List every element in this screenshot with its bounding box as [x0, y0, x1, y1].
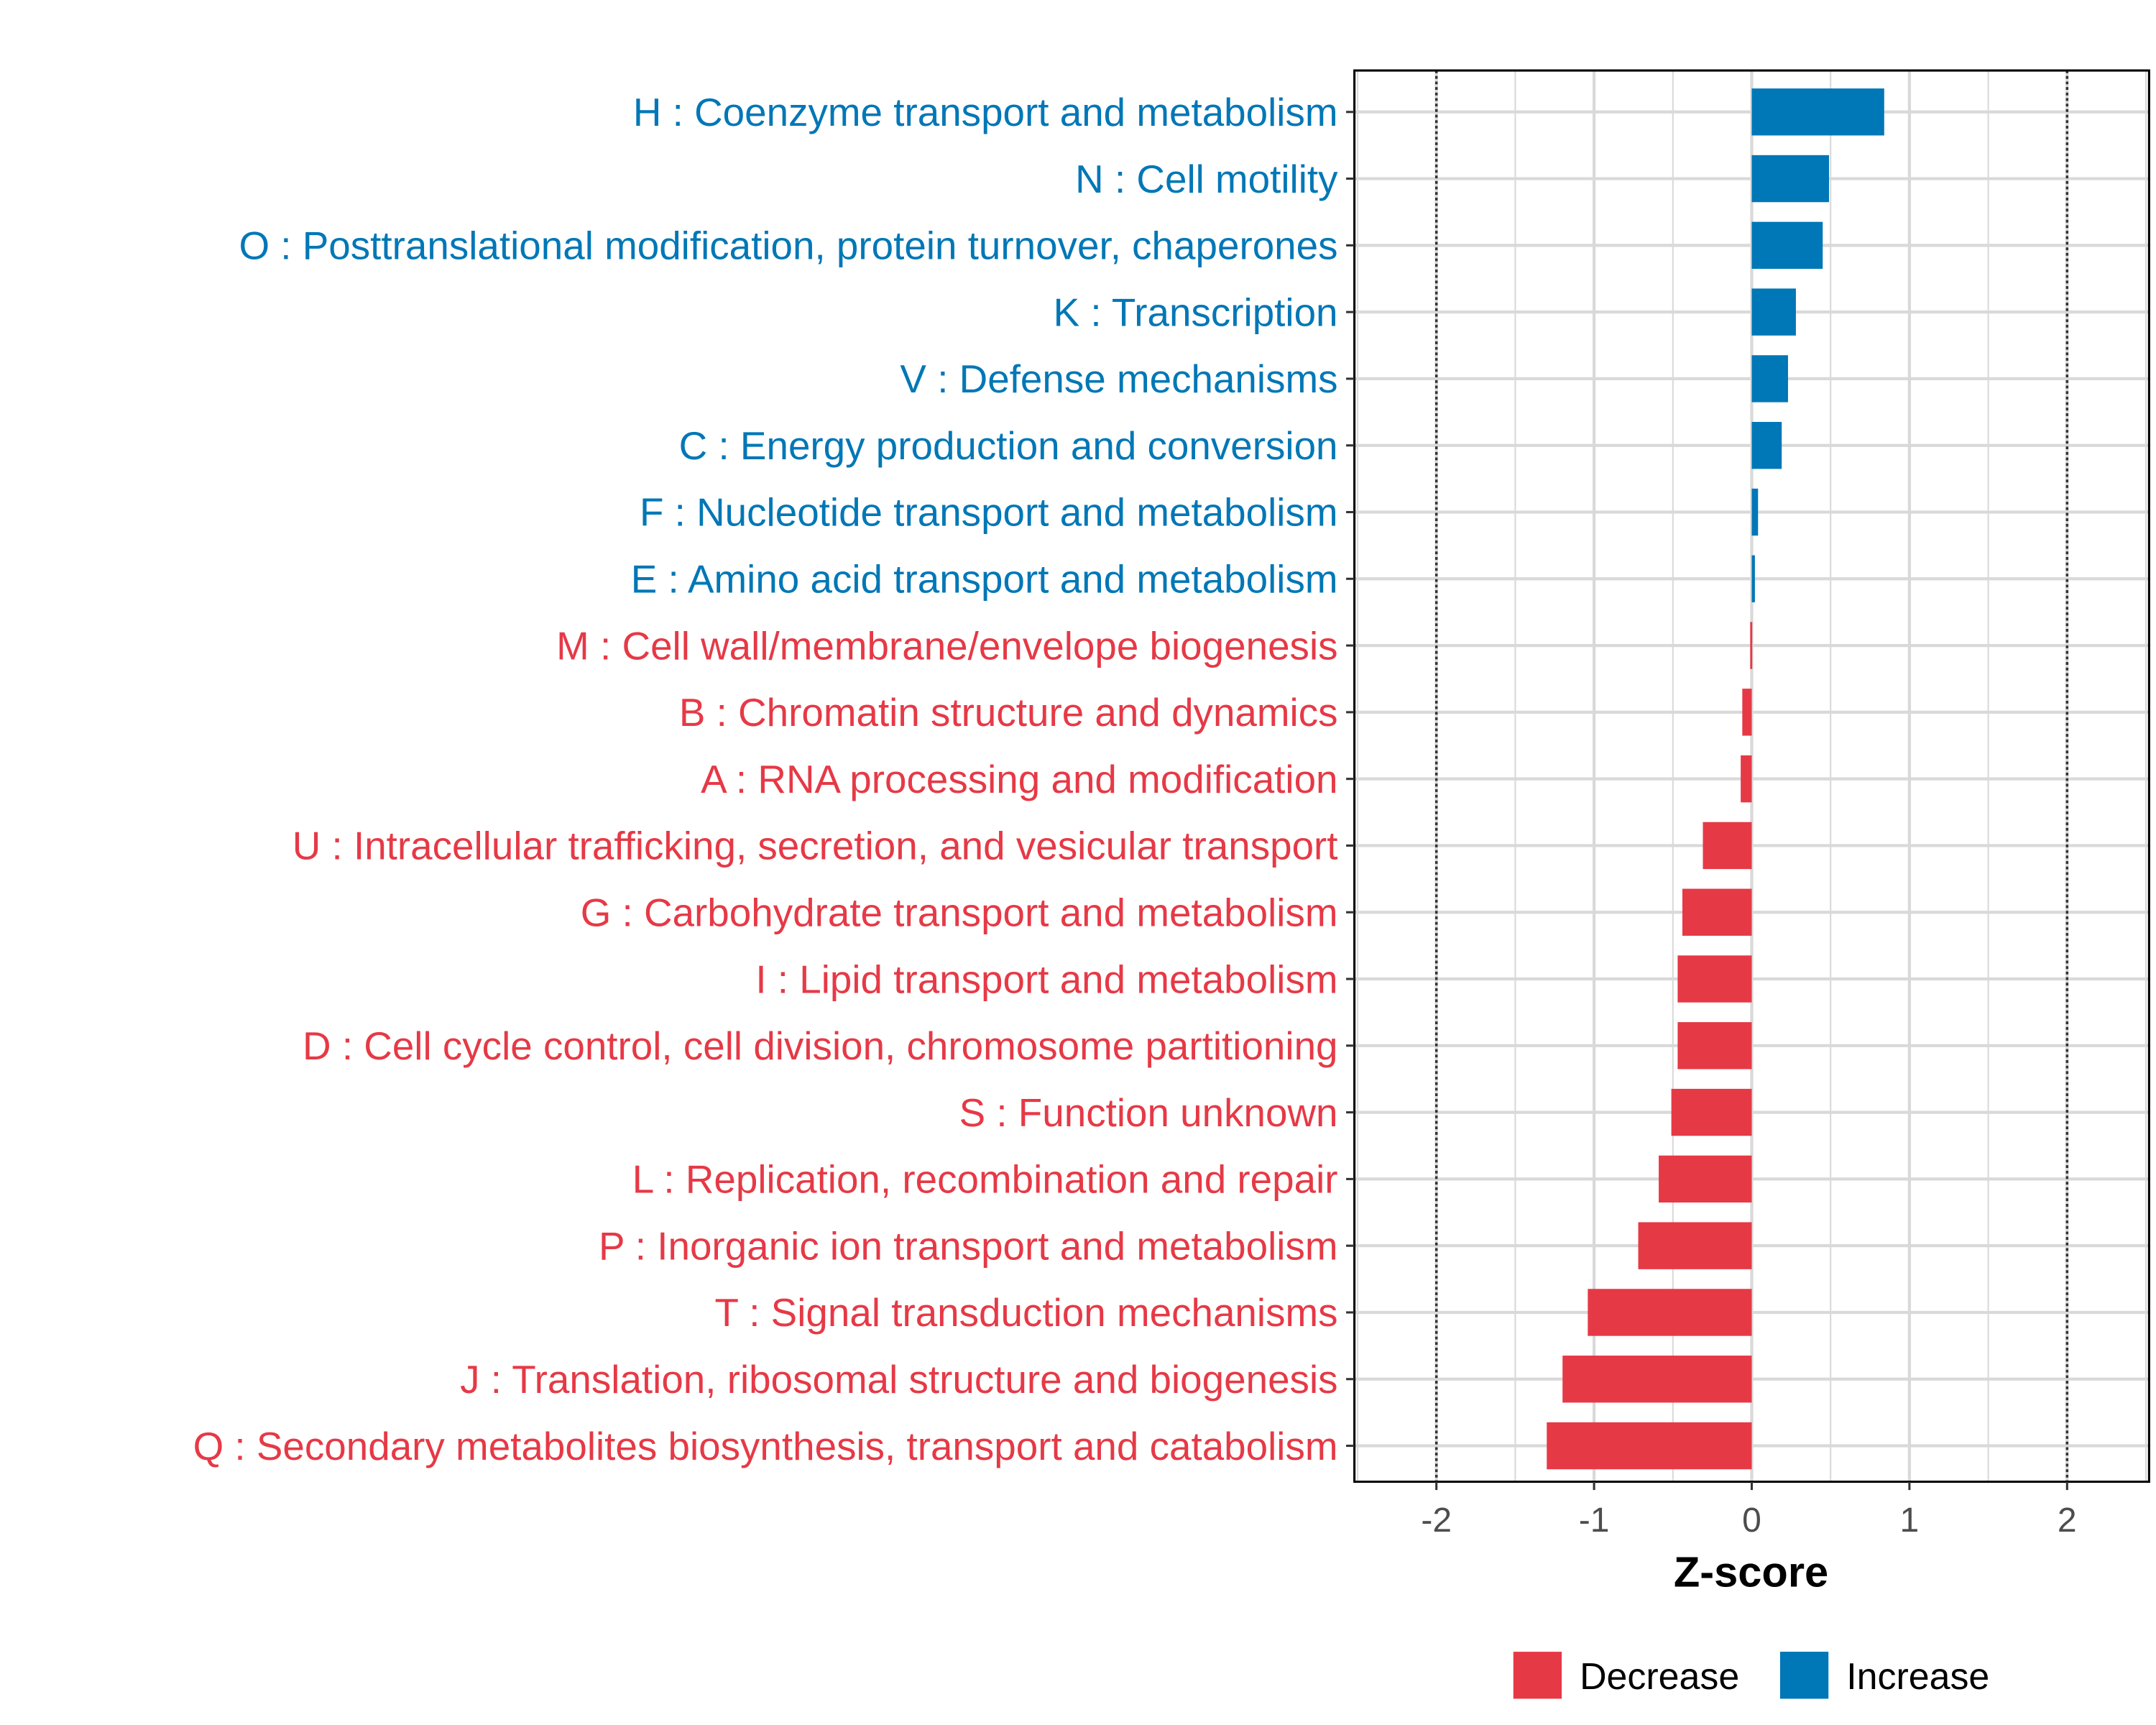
category-label: I : Lipid transport and metabolism [755, 957, 1337, 1001]
x-tick-label: -1 [1579, 1501, 1610, 1540]
category-label: T : Signal transduction mechanisms [715, 1290, 1338, 1335]
category-label: J : Translation, ribosomal structure and… [460, 1357, 1337, 1402]
bar [1671, 1088, 1752, 1136]
bar [1751, 155, 1830, 203]
category-label: S : Function unknown [959, 1090, 1338, 1135]
legend-label: Decrease [1580, 1656, 1739, 1698]
category-label: N : Cell motility [1075, 157, 1338, 201]
bar [1751, 88, 1884, 136]
bar [1751, 555, 1755, 602]
x-tick-label: 2 [2058, 1501, 2077, 1540]
bar [1682, 888, 1752, 936]
x-tick-label: 1 [1900, 1501, 1920, 1540]
category-labels: H : Coenzyme transport and metabolism N :… [193, 90, 1355, 1468]
category-label: O : Posttranslational modification, prot… [239, 224, 1337, 268]
category-label: P : Inorganic ion transport and metaboli… [599, 1223, 1338, 1268]
legend-swatch-increase [1779, 1652, 1829, 1699]
bar [1741, 755, 1752, 803]
bar [1677, 955, 1752, 1003]
category-label: V : Defense mechanisms [900, 356, 1337, 401]
bar [1638, 1222, 1752, 1269]
category-label: M : Cell wall/membrane/envelope biogenes… [556, 623, 1337, 668]
bar [1750, 622, 1753, 669]
bar [1751, 422, 1782, 469]
legend: Decrease Increase [1513, 1652, 1989, 1699]
category-label: A : RNA processing and modification [701, 757, 1337, 801]
x-tick-label: 0 [1742, 1501, 1761, 1540]
category-label: K : Transcription [1054, 290, 1338, 334]
bar [1588, 1289, 1752, 1336]
bar [1751, 221, 1823, 270]
bar [1659, 1155, 1752, 1203]
category-label: Q : Secondary metabolites biosynthesis, … [193, 1424, 1338, 1468]
legend-swatch-decrease [1513, 1652, 1562, 1699]
category-label: L : Replication, recombination and repai… [632, 1157, 1338, 1202]
category-label: G : Carbohydrate transport and metabolis… [581, 890, 1338, 934]
category-label: F : Nucleotide transport and metabolism [640, 490, 1338, 535]
category-label: U : Intracellular trafficking, secretion… [292, 824, 1338, 868]
category-label: C : Energy production and conversion [679, 423, 1338, 468]
bar [1742, 689, 1752, 736]
category-label: D : Cell cycle control, cell division, c… [303, 1024, 1338, 1068]
x-axis-ticks: -2 -1 0 1 2 [1421, 1481, 2077, 1540]
legend-label: Increase [1846, 1656, 1989, 1698]
bar [1751, 288, 1796, 336]
category-label: H : Coenzyme transport and metabolism [633, 90, 1338, 134]
category-label: E : Amino acid transport and metabolism [631, 557, 1338, 602]
bar [1751, 355, 1788, 402]
bar [1751, 488, 1759, 536]
bar [1677, 1022, 1752, 1070]
bar [1562, 1356, 1752, 1403]
bar [1547, 1422, 1752, 1470]
category-label: B : Chromatin structure and dynamics [679, 690, 1338, 735]
bar [1703, 822, 1752, 870]
bars [1547, 88, 1884, 1470]
x-axis-title: Z-score [1674, 1548, 1828, 1596]
x-tick-label: -2 [1421, 1501, 1452, 1540]
